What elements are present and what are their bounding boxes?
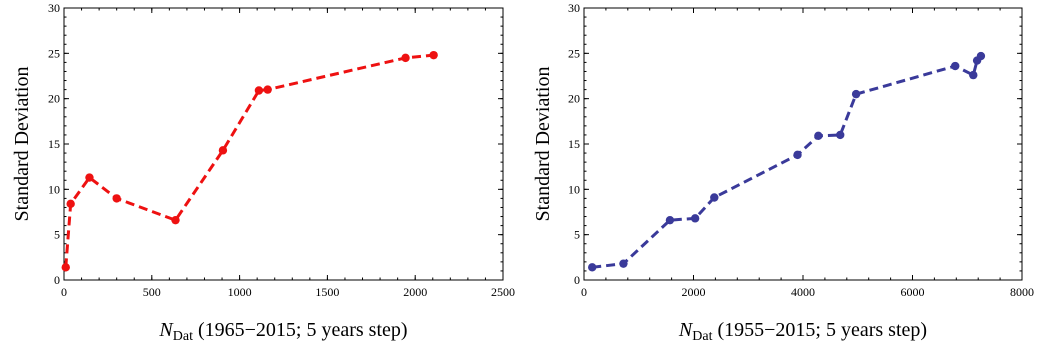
left-series (61, 50, 438, 272)
x-tick-label: 2000 (403, 285, 427, 299)
x-tick-label: 4000 (791, 285, 815, 299)
left-x-ticks: 0 500 1000 1500 2000 2500 (61, 8, 515, 299)
x-tick-label: 0 (581, 285, 587, 299)
right-plot-frame (583, 7, 1023, 281)
y-tick-label: 25 (568, 46, 580, 60)
data-point (171, 215, 180, 225)
left-x-axis-label: NDat (1965−2015; 5 years step) (158, 319, 407, 344)
y-tick-label: 10 (48, 182, 60, 196)
data-point (263, 85, 272, 94)
y-tick-label: 30 (568, 1, 580, 15)
y-tick-label: 0 (574, 273, 580, 287)
data-point (401, 53, 410, 63)
left-plot-frame (63, 7, 504, 281)
y-tick-label: 25 (48, 46, 60, 60)
left-chart: 0 500 1000 1500 2000 2500 0 5 10 15 20 25 30 NDat (… (11, 1, 515, 344)
y-tick-label: 5 (54, 228, 60, 242)
data-point (429, 50, 438, 60)
data-point (710, 193, 719, 202)
data-point (690, 214, 700, 223)
data-point (66, 199, 75, 209)
x-tick-label: 0 (61, 285, 67, 299)
y-tick-label: 15 (568, 137, 580, 151)
right-x-axis-label: NDat (1955−2015; 5 years step) (678, 319, 927, 344)
data-point (793, 150, 802, 160)
right-x-ticks: 0 2000 4000 6000 8000 (581, 8, 1034, 299)
x-tick-label: 2500 (491, 285, 515, 299)
y-tick-label: 20 (568, 92, 580, 106)
left-y-axis-label: Standard Deviation (11, 67, 33, 222)
y-tick-label: 15 (48, 137, 60, 151)
x-tick-label: 6000 (901, 285, 925, 299)
data-point (619, 259, 628, 268)
data-point (969, 70, 978, 80)
y-tick-label: 10 (568, 182, 580, 196)
x-tick-label: 500 (143, 285, 161, 299)
y-tick-label: 5 (574, 228, 580, 242)
data-point (976, 51, 986, 61)
series-line (592, 55, 983, 269)
data-point (951, 61, 960, 71)
series-line (64, 53, 434, 268)
right-y-axis-label: Standard Deviation (532, 67, 554, 222)
y-tick-label: 0 (54, 273, 60, 287)
x-tick-label: 2000 (682, 285, 706, 299)
x-tick-label: 8000 (1010, 285, 1034, 299)
data-point (112, 194, 121, 203)
right-y-ticks: 0 5 10 15 20 25 30 (568, 1, 1022, 287)
y-tick-label: 20 (48, 92, 60, 106)
data-point (254, 86, 264, 95)
data-point (836, 130, 845, 140)
right-series (588, 51, 986, 272)
data-point (665, 215, 675, 225)
data-point (218, 146, 228, 155)
data-point (588, 263, 597, 272)
x-tick-label: 1000 (228, 285, 252, 299)
data-point (814, 131, 823, 141)
left-y-ticks: 0 5 10 15 20 25 30 (48, 1, 503, 287)
data-point (851, 89, 861, 99)
y-tick-label: 30 (48, 1, 60, 15)
right-chart: 0 2000 4000 6000 8000 0 5 10 15 20 25 30 NDat (195… (532, 1, 1034, 344)
data-point (61, 263, 70, 272)
data-point (85, 173, 94, 182)
x-tick-label: 1500 (315, 285, 339, 299)
